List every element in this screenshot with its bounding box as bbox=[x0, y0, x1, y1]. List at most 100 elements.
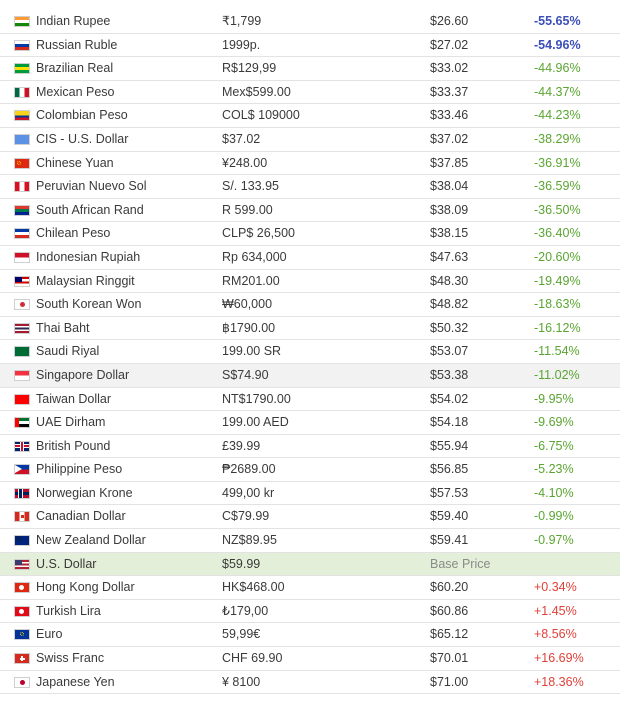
currency-name: Singapore Dollar bbox=[36, 367, 130, 382]
hong-kong-flag-icon bbox=[14, 582, 30, 594]
currency-name: Turkish Lira bbox=[36, 603, 101, 618]
usd-price: $26.60 bbox=[430, 14, 469, 28]
price-difference: -6.75% bbox=[534, 438, 574, 453]
price-difference: -44.96% bbox=[534, 61, 581, 76]
table-row: Philippine Peso ₱2689.00 $56.85 -5.23% bbox=[0, 458, 620, 482]
currency-name: Canadian Dollar bbox=[36, 509, 126, 524]
table-row: Swiss Franc CHF 69.90 $70.01 +16.69% bbox=[0, 647, 620, 671]
usd-price: $38.15 bbox=[430, 226, 469, 241]
south-africa-flag-icon bbox=[14, 204, 30, 216]
colombia-flag-icon bbox=[14, 110, 30, 122]
local-price: NT$1790.00 bbox=[222, 391, 291, 406]
usd-price: $48.82 bbox=[430, 297, 469, 312]
base-price-label: Base Price bbox=[430, 556, 491, 571]
local-price: Mex$599.00 bbox=[222, 84, 291, 99]
japan-flag-icon bbox=[14, 676, 30, 688]
brazil-flag-icon bbox=[14, 63, 30, 75]
local-price: S$74.90 bbox=[222, 367, 269, 382]
currency-name: Colombian Peso bbox=[36, 108, 128, 123]
currency-name: Brazilian Real bbox=[36, 61, 114, 76]
table-row: Thai Baht ฿1790.00 $50.32 -16.12% bbox=[0, 317, 620, 341]
price-difference: +1.45% bbox=[534, 603, 577, 618]
usd-price: $56.85 bbox=[430, 462, 469, 477]
usd-price: $27.02 bbox=[430, 37, 469, 52]
local-price: $37.02 bbox=[222, 131, 261, 146]
currency-name: Chilean Peso bbox=[36, 226, 111, 241]
malaysia-flag-icon bbox=[14, 275, 30, 287]
currency-name: Japanese Yen bbox=[36, 674, 115, 689]
china-flag-icon bbox=[14, 157, 30, 169]
usd-price: $59.40 bbox=[430, 509, 469, 524]
currency-name: Russian Ruble bbox=[36, 37, 118, 52]
price-difference: -36.40% bbox=[534, 226, 581, 241]
usd-price: $59.41 bbox=[430, 533, 469, 548]
local-price: CLP$ 26,500 bbox=[222, 226, 295, 241]
price-difference: +16.69% bbox=[534, 651, 584, 666]
currency-name: Thai Baht bbox=[36, 320, 90, 335]
currency-name: British Pound bbox=[36, 438, 111, 453]
russia-flag-icon bbox=[14, 39, 30, 51]
currency-name: South Korean Won bbox=[36, 297, 142, 312]
table-row: U.S. Dollar $59.99 Base Price bbox=[0, 552, 620, 577]
table-row: Chilean Peso CLP$ 26,500 $38.15 -36.40% bbox=[0, 222, 620, 246]
local-price: ¥248.00 bbox=[222, 155, 268, 170]
usd-price: $50.32 bbox=[430, 320, 469, 335]
canada-flag-icon bbox=[14, 511, 30, 523]
turkey-flag-icon bbox=[14, 605, 30, 617]
usd-price: $37.02 bbox=[430, 131, 469, 146]
mexico-flag-icon bbox=[14, 86, 30, 98]
table-row: New Zealand Dollar NZ$89.95 $59.41 -0.97% bbox=[0, 529, 620, 553]
local-price: COL$ 109000 bbox=[222, 108, 300, 123]
table-row: Brazilian Real R$129,99 $33.02 -44.96% bbox=[0, 57, 620, 81]
local-price: ₹1,799 bbox=[222, 14, 262, 28]
usd-price: $54.18 bbox=[430, 415, 469, 430]
local-price: £39.99 bbox=[222, 438, 261, 453]
norway-flag-icon bbox=[14, 487, 30, 499]
currency-name: Taiwan Dollar bbox=[36, 391, 112, 406]
uk-flag-icon bbox=[14, 440, 30, 452]
singapore-flag-icon bbox=[14, 369, 30, 381]
currency-name: Mexican Peso bbox=[36, 84, 115, 99]
table-row: Norwegian Krone 499,00 kr $57.53 -4.10% bbox=[0, 482, 620, 506]
local-price: ₺179,00 bbox=[222, 603, 269, 618]
table-row: Hong Kong Dollar HK$468.00 $60.20 +0.34% bbox=[0, 576, 620, 600]
usd-price: $48.30 bbox=[430, 273, 469, 288]
thailand-flag-icon bbox=[14, 322, 30, 334]
local-price: S/. 133.95 bbox=[222, 179, 279, 194]
price-difference: -9.69% bbox=[534, 415, 574, 430]
local-price: 1999p. bbox=[222, 37, 261, 52]
currency-name: Saudi Riyal bbox=[36, 344, 100, 359]
south-korea-flag-icon bbox=[14, 299, 30, 311]
local-price: 199.00 SR bbox=[222, 344, 282, 359]
uae-flag-icon bbox=[14, 417, 30, 429]
usd-price: $37.85 bbox=[430, 155, 469, 170]
usd-price: $53.38 bbox=[430, 367, 469, 382]
switzerland-flag-icon bbox=[14, 653, 30, 665]
price-difference: -55.65% bbox=[534, 14, 581, 28]
local-price: 499,00 kr bbox=[222, 485, 275, 500]
table-row: Russian Ruble 1999p. $27.02 -54.96% bbox=[0, 34, 620, 58]
india-flag-icon bbox=[14, 16, 30, 27]
currency-name: Chinese Yuan bbox=[36, 155, 114, 170]
usd-price: $33.37 bbox=[430, 84, 469, 99]
currency-name: Euro bbox=[36, 627, 63, 642]
usd-price: $38.04 bbox=[430, 179, 469, 194]
usa-flag-icon bbox=[14, 558, 30, 570]
local-price: 59,99€ bbox=[222, 627, 261, 642]
local-price: CHF 69.90 bbox=[222, 651, 283, 666]
price-difference: -11.54% bbox=[534, 344, 580, 359]
taiwan-flag-icon bbox=[14, 393, 30, 405]
usd-price: $70.01 bbox=[430, 651, 469, 666]
local-price: R$129,99 bbox=[222, 61, 277, 76]
local-price: ฿1790.00 bbox=[222, 320, 276, 335]
price-difference: -20.60% bbox=[534, 249, 581, 264]
table-row: UAE Dirham 199.00 AED $54.18 -9.69% bbox=[0, 411, 620, 435]
currency-name: U.S. Dollar bbox=[36, 556, 97, 571]
table-row: Indonesian Rupiah Rp 634,000 $47.63 -20.60% bbox=[0, 246, 620, 270]
currency-price-table: Indian Rupee ₹1,799 $26.60 -55.65% Russian R… bbox=[0, 14, 620, 695]
price-difference: -44.37% bbox=[534, 84, 581, 99]
currency-name: Hong Kong Dollar bbox=[36, 580, 135, 595]
table-row: Singapore Dollar S$74.90 $53.38 -11.02% bbox=[0, 363, 620, 388]
price-difference: -19.49% bbox=[534, 273, 581, 288]
local-price: ₱2689.00 bbox=[222, 462, 276, 477]
